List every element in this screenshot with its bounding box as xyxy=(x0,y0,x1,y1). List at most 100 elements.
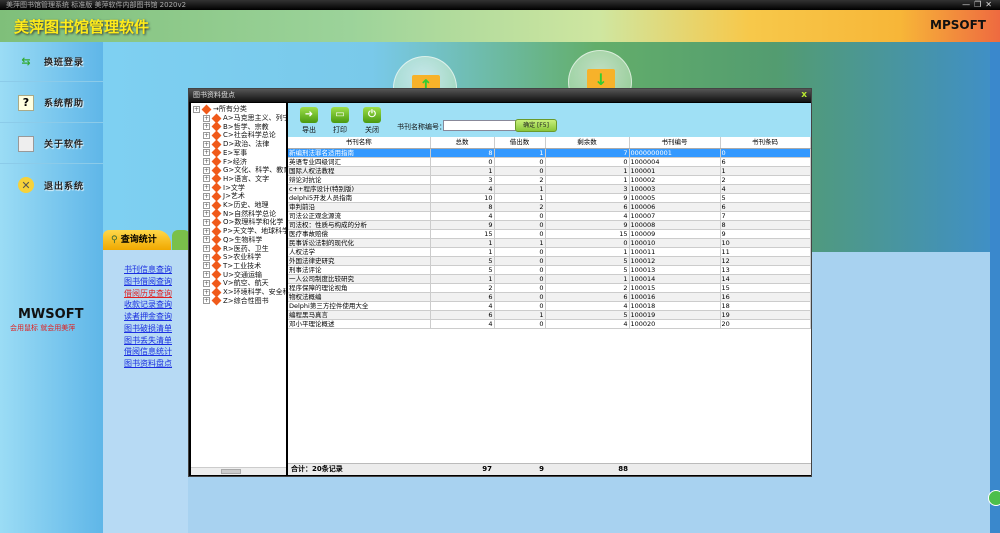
expand-icon[interactable]: + xyxy=(203,158,210,165)
expand-icon[interactable]: + xyxy=(203,218,210,226)
column-header[interactable]: 书刊编号 xyxy=(629,137,721,149)
link-deposit-query[interactable]: 读者押金查询 xyxy=(124,312,172,321)
table-row[interactable]: 编程黑马真言 6 1 5 100019 19 xyxy=(288,310,811,320)
table-row[interactable]: 国际人权法教程 1 0 1 100001 1 xyxy=(288,166,811,176)
sidebar-item-exit[interactable]: ✕ 退出系统 xyxy=(0,165,103,205)
expand-icon[interactable]: + xyxy=(203,140,210,148)
tree-node[interactable]: + T>工业技术 xyxy=(203,260,261,271)
link-borrow-query[interactable]: 图书借阅查询 xyxy=(124,277,172,286)
column-header[interactable]: 剩余数 xyxy=(545,137,630,149)
tree-node[interactable]: + R>医药、卫生 xyxy=(203,243,269,254)
tree-node[interactable]: + O>数理科学和化学 xyxy=(203,217,283,228)
dialog-close-icon[interactable]: x xyxy=(801,90,807,100)
link-borrow-history[interactable]: 借阅历史查询 xyxy=(124,289,172,298)
tree-node[interactable]: + B>哲学、宗教 xyxy=(203,121,269,132)
table-row[interactable]: 物权法概编 6 0 6 100016 16 xyxy=(288,292,811,302)
table-row[interactable]: 司法权：性质与构成的分析 9 0 9 100008 8 xyxy=(288,220,811,230)
expand-icon[interactable]: + xyxy=(203,123,210,131)
table-row[interactable]: 刑事法评论 5 0 5 100013 13 xyxy=(288,265,811,275)
tree-node[interactable]: + I>文学 xyxy=(203,182,245,193)
link-lost-list[interactable]: 图书丢失清单 xyxy=(124,336,172,345)
expand-icon[interactable]: + xyxy=(203,271,210,279)
scroll-thumb[interactable] xyxy=(221,469,241,474)
expand-icon[interactable]: + xyxy=(203,236,210,244)
tree-root[interactable]: + →所有分类 xyxy=(193,104,247,114)
tree-node[interactable]: + J>艺术 xyxy=(203,191,245,202)
tree-node[interactable]: + N>自然科学总论 xyxy=(203,208,276,219)
expand-icon[interactable]: + xyxy=(203,245,210,252)
table-row[interactable]: 司法公正观念源流 4 0 4 100007 7 xyxy=(288,211,811,221)
tree-node[interactable]: + Z>综合性图书 xyxy=(203,295,269,306)
tree-node[interactable]: + X>环境科学、安全科学 xyxy=(203,287,286,297)
table-row[interactable]: Delphi第三方控件使用大全 4 0 4 100018 18 xyxy=(288,301,811,311)
tree-node[interactable]: + P>天文学、地球科学 xyxy=(203,226,286,237)
close-button[interactable]: ✕ xyxy=(985,0,996,9)
tree-node[interactable]: + H>语言、文字 xyxy=(203,173,269,184)
table-row[interactable]: 程序保障的理论视角 2 0 2 100015 15 xyxy=(288,283,811,293)
tree-node[interactable]: + F>经济 xyxy=(203,156,247,167)
print-button[interactable]: ▭ 打印 xyxy=(327,107,353,135)
table-row[interactable]: 一人公司制度比较研究 1 0 1 100014 14 xyxy=(288,274,811,284)
link-payment-records[interactable]: 收款记录查询 xyxy=(124,300,172,309)
tree-node[interactable]: + U>交通运输 xyxy=(203,269,262,280)
expand-icon[interactable]: + xyxy=(193,105,200,113)
expand-icon[interactable]: + xyxy=(203,201,210,209)
link-damaged-list[interactable]: 图书破损清单 xyxy=(124,324,172,333)
table-row[interactable]: 英语专业四级词汇 0 0 0 1000004 6 xyxy=(288,157,811,167)
table-row[interactable]: 民事诉讼法制的现代化 1 1 0 100010 10 xyxy=(288,238,811,248)
table-row[interactable]: 医疗事故赔偿 15 0 15 100009 9 xyxy=(288,229,811,239)
close-panel-button[interactable]: ⏻ 关闭 xyxy=(359,107,385,135)
expand-icon[interactable]: + xyxy=(203,297,210,305)
table-row[interactable]: delphi5开发人员指南 10 1 9 100005 5 xyxy=(288,193,811,203)
sidebar-item-switch-login[interactable]: ⇆ 换班登录 xyxy=(0,42,103,82)
tree-node[interactable]: + Q>生物科学 xyxy=(203,234,262,245)
expand-icon[interactable]: + xyxy=(203,210,210,218)
expand-icon[interactable]: + xyxy=(203,253,210,261)
expand-icon[interactable]: + xyxy=(203,166,210,174)
tree-node[interactable]: + V>航空、航天 xyxy=(203,278,269,289)
tree-node[interactable]: + C>社会科学总论 xyxy=(203,130,276,141)
tree-node[interactable]: + E>军事 xyxy=(203,147,247,158)
table-row[interactable]: 人权法学 1 0 1 100011 11 xyxy=(288,247,811,257)
expand-icon[interactable]: + xyxy=(203,192,210,200)
expand-icon[interactable]: + xyxy=(203,175,210,183)
tree-node[interactable]: + A>马克思主义、列宁主义 xyxy=(203,113,286,123)
float-button-icon[interactable] xyxy=(988,490,1000,506)
link-borrow-stats[interactable]: 借阅信息统计 xyxy=(124,347,172,356)
tree-node[interactable]: + S>农业科学 xyxy=(203,252,261,263)
link-book-info-query[interactable]: 书刊信息查询 xyxy=(124,265,172,274)
expand-icon[interactable]: + xyxy=(203,288,210,296)
column-header[interactable]: 总数 xyxy=(430,137,495,149)
tab-other[interactable] xyxy=(172,230,190,250)
expand-icon[interactable]: + xyxy=(203,184,210,192)
tree-node[interactable]: + D>政治、法律 xyxy=(203,139,269,150)
table-row[interactable]: 辩论对抗论 3 2 1 100002 2 xyxy=(288,175,811,185)
tab-query-stats[interactable]: ⚲ 查询统计 xyxy=(103,230,171,250)
expand-icon[interactable]: + xyxy=(203,114,210,122)
table-row[interactable]: 新编刑法罪名适用指南 8 1 7 0000000001 0 xyxy=(288,148,811,158)
table-row[interactable]: c++程序设计(特别版) 4 1 3 100003 4 xyxy=(288,184,811,194)
confirm-button[interactable]: 确定 [F5] xyxy=(515,119,557,132)
table-row[interactable]: 邓小平理论概述 4 0 4 100020 20 xyxy=(288,319,811,329)
column-header[interactable]: 借出数 xyxy=(494,137,546,149)
sidebar-item-about[interactable]: 关于软件 xyxy=(0,124,103,164)
search-input[interactable] xyxy=(443,120,519,131)
minimize-button[interactable]: — xyxy=(962,0,975,9)
tree-node[interactable]: + G>文化、科学、教育、体育 xyxy=(203,165,286,176)
tree-scrollbar[interactable] xyxy=(191,467,286,475)
restore-button[interactable]: ❐ xyxy=(974,0,986,9)
tree-node[interactable]: + K>历史、地理 xyxy=(203,200,268,210)
link-inventory[interactable]: 图书资料盘点 xyxy=(124,359,172,368)
sidebar-item-help[interactable]: ? 系统帮助 xyxy=(0,83,103,123)
expand-icon[interactable]: + xyxy=(203,149,210,157)
column-header[interactable]: 书刊名称 xyxy=(288,137,431,149)
table-row[interactable]: 审判前沿 8 2 6 100006 6 xyxy=(288,202,811,212)
expand-icon[interactable]: + xyxy=(203,131,210,139)
expand-icon[interactable]: + xyxy=(203,262,210,270)
expand-icon[interactable]: + xyxy=(203,279,210,287)
table-cell: 0 xyxy=(494,247,546,257)
export-button[interactable]: ➜ 导出 xyxy=(296,107,322,135)
expand-icon[interactable]: + xyxy=(203,227,210,235)
column-header[interactable]: 书刊条码 xyxy=(720,137,811,149)
table-row[interactable]: 外国法律史研究 5 0 5 100012 12 xyxy=(288,256,811,266)
